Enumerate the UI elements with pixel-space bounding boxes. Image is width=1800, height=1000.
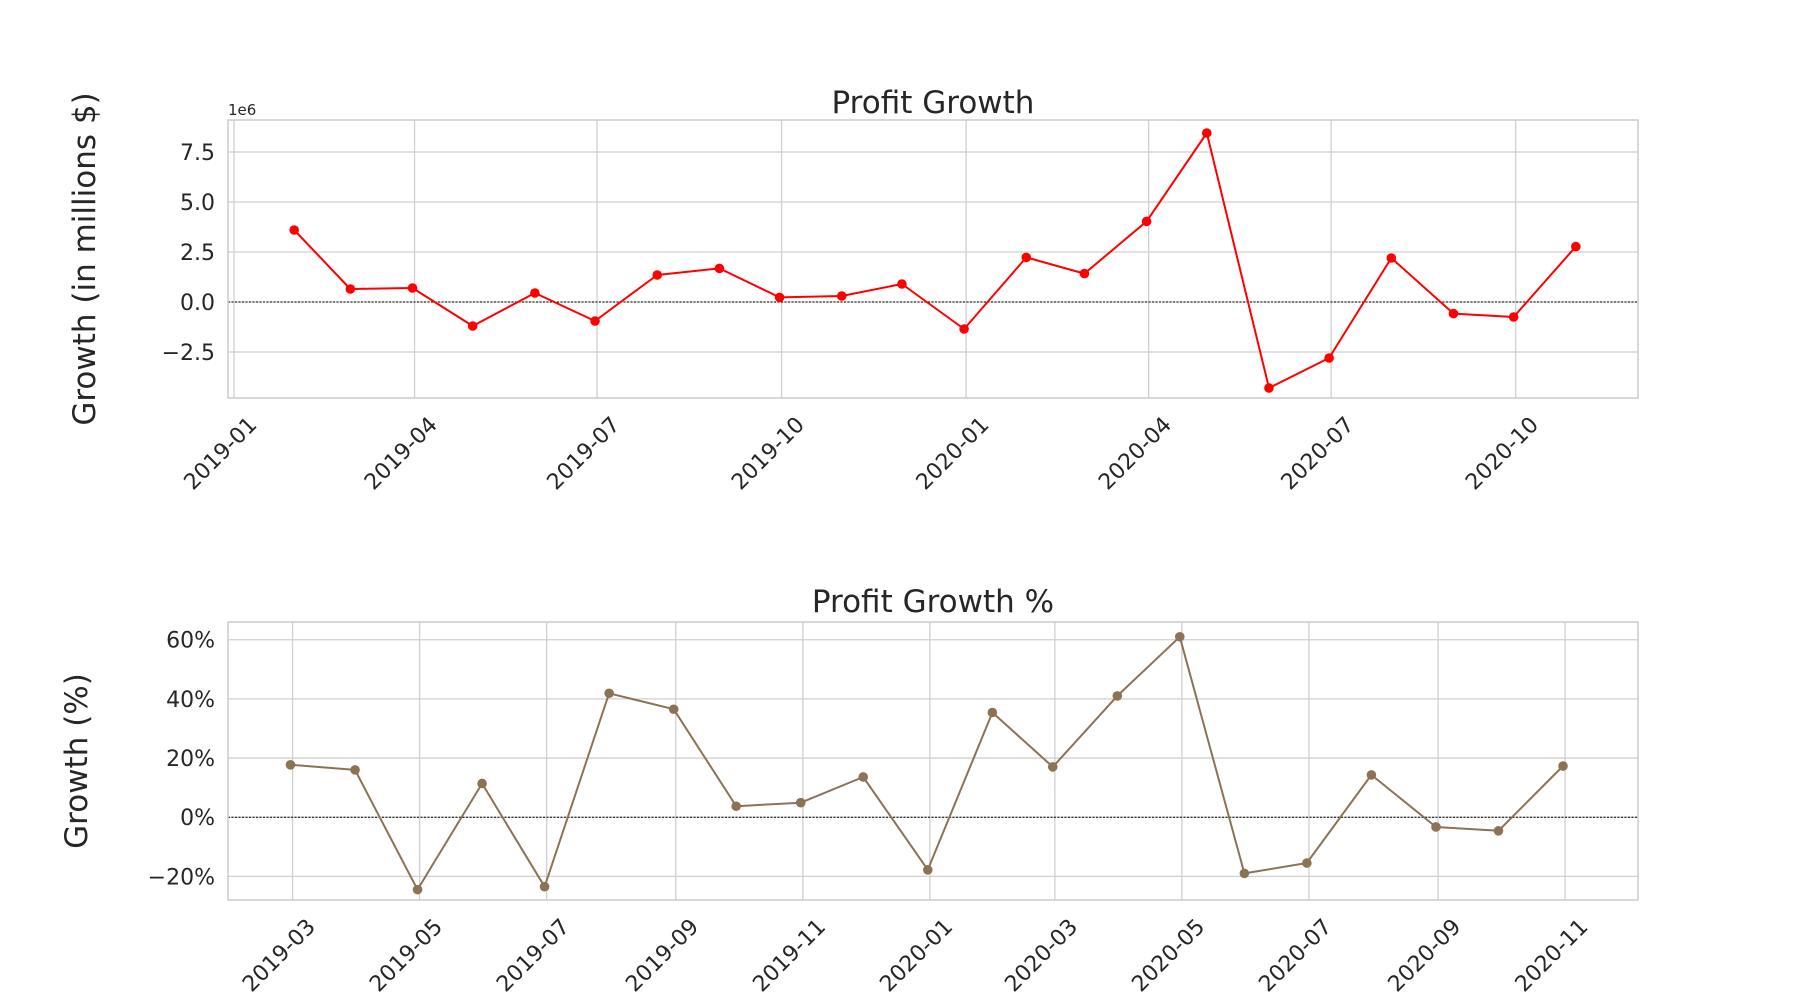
y-tick-label: 0.0: [180, 291, 215, 316]
data-point: [350, 765, 360, 775]
data-point: [897, 279, 907, 289]
y-tick-label: 7.5: [180, 141, 215, 166]
data-point: [539, 881, 550, 892]
data-point: [1386, 253, 1397, 263]
data-point: [477, 778, 487, 789]
data-point: [1021, 252, 1032, 263]
data-point: [1448, 308, 1459, 319]
data-point: [285, 760, 296, 770]
data-point: [1493, 825, 1504, 836]
data-point: [652, 270, 663, 280]
y-axis-label: Growth (in millions $): [67, 92, 103, 425]
data-point: [714, 263, 725, 274]
data-point: [1302, 858, 1312, 868]
y-tick-label: 2.5: [180, 241, 215, 266]
data-point: [1079, 268, 1090, 279]
data-point: [1431, 822, 1441, 832]
data-point: [1324, 353, 1334, 363]
data-point: [604, 688, 614, 699]
data-point: [774, 292, 785, 303]
data-point: [1047, 762, 1058, 772]
y-tick-label: 0%: [180, 806, 215, 831]
chart-title: Profit Growth %: [812, 584, 1054, 620]
plot-frame: [227, 621, 1639, 901]
y-offset-label: 1e6: [228, 101, 256, 119]
data-point: [590, 316, 600, 326]
y-tick-label: 60%: [166, 629, 215, 654]
data-point: [858, 772, 869, 782]
data-point: [289, 225, 299, 235]
y-tick-label: −2.5: [162, 341, 215, 366]
data-point: [731, 801, 741, 812]
data-point: [668, 704, 679, 715]
data-point: [1112, 691, 1123, 701]
data-point: [530, 288, 540, 298]
data-point: [1175, 631, 1185, 642]
data-point: [1141, 216, 1152, 227]
data-point: [922, 865, 933, 875]
data-point: [1571, 241, 1581, 252]
data-point: [1264, 383, 1274, 393]
series-line: [293, 132, 1577, 389]
data-point: [407, 283, 418, 293]
data-point: [1201, 128, 1212, 138]
y-tick-label: 5.0: [180, 191, 215, 216]
y-axis-label: Growth (%): [59, 673, 95, 849]
y-tick-label: 20%: [166, 747, 215, 772]
data-point: [836, 291, 847, 301]
data-point: [1239, 868, 1250, 879]
data-point: [1366, 770, 1377, 780]
data-point: [1558, 761, 1568, 771]
data-point: [987, 707, 998, 718]
y-tick-label: −20%: [148, 865, 215, 890]
data-point: [412, 884, 423, 895]
data-point: [467, 321, 478, 331]
chart-title: Profit Growth: [832, 85, 1035, 121]
y-tick-label: 40%: [166, 688, 215, 713]
data-point: [795, 797, 806, 808]
plot-frame: [227, 119, 1639, 399]
data-point: [1508, 312, 1519, 322]
data-point: [345, 284, 356, 294]
data-point: [959, 324, 969, 334]
